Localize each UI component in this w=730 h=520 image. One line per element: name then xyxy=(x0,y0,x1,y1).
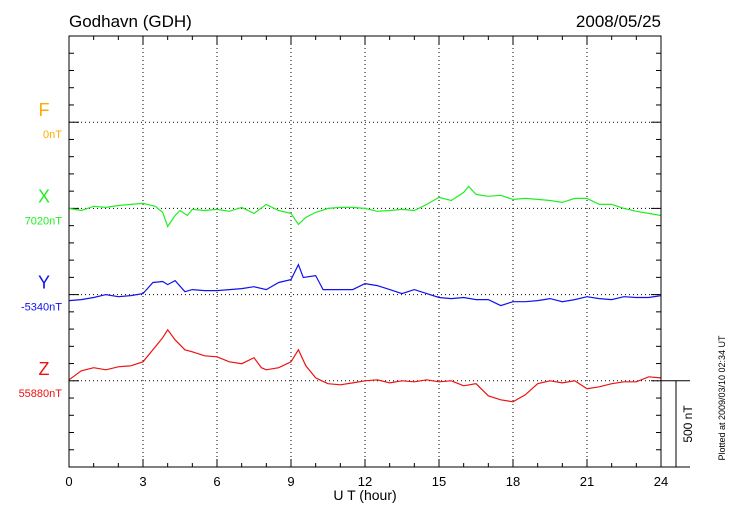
plotted-note: Plotted at 2009/03/10 02:34 UT xyxy=(717,335,727,461)
x-tick-label: 12 xyxy=(358,474,372,489)
series-line-Y xyxy=(68,263,662,307)
plot-frame xyxy=(68,35,662,468)
series-name-Z: Z xyxy=(39,359,50,379)
series-lines xyxy=(68,185,662,403)
x-tick-label: 3 xyxy=(139,474,146,489)
chart-title: Godhavn (GDH) xyxy=(69,12,192,31)
x-tick-label: 9 xyxy=(287,474,294,489)
series-name-Y: Y xyxy=(38,273,50,293)
series-labels: F 0nT X 7020nT Y -5340nT Z 55880nT xyxy=(19,100,63,400)
series-name-F: F xyxy=(39,100,50,120)
scale-bar xyxy=(661,380,690,468)
x-tick-label: 0 xyxy=(65,474,72,489)
x-tick-label: 18 xyxy=(506,474,520,489)
x-tick-label: 24 xyxy=(654,474,668,489)
series-line-X xyxy=(68,185,662,228)
grid xyxy=(69,36,661,467)
x-axis-label: U T (hour) xyxy=(333,487,396,503)
x-tick-labels: 0 3 6 9 12 15 18 21 24 xyxy=(65,474,668,489)
x-tick-label: 6 xyxy=(213,474,220,489)
series-baseline-X: 7020nT xyxy=(25,215,63,227)
x-tick-label: 15 xyxy=(432,474,446,489)
series-name-X: X xyxy=(38,186,50,206)
series-baseline-Z: 55880nT xyxy=(19,388,63,400)
x-tick-label: 21 xyxy=(580,474,594,489)
chart-date: 2008/05/25 xyxy=(576,12,661,31)
scale-label: 500 nT xyxy=(681,405,695,443)
series-baseline-F: 0nT xyxy=(43,129,62,141)
series-line-Z xyxy=(68,328,662,403)
series-baseline-Y: -5340nT xyxy=(21,302,62,314)
